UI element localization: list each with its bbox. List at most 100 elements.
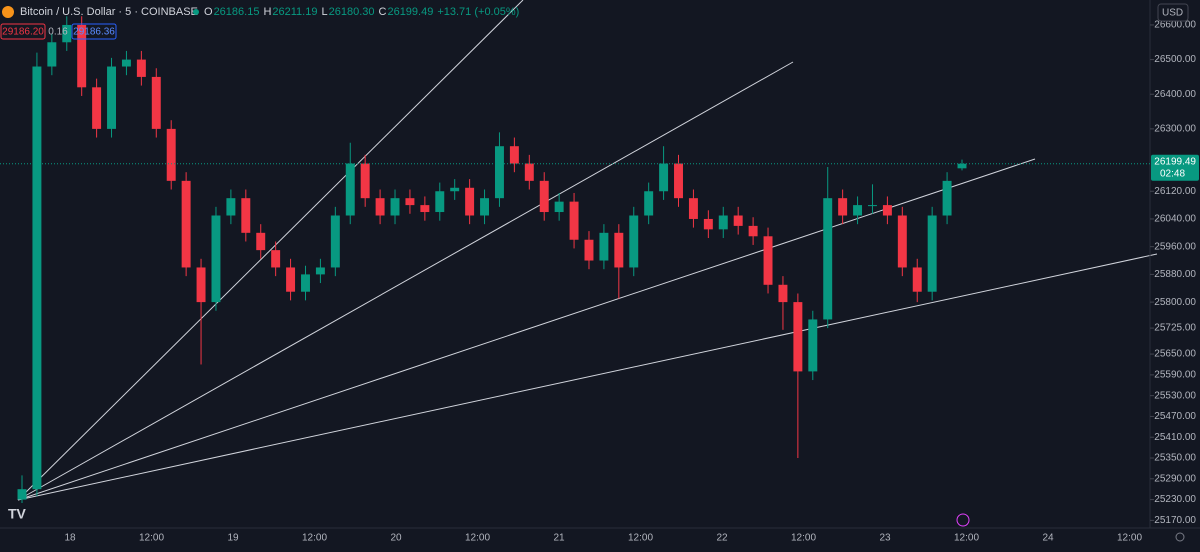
x-tick-label: 20 [390, 533, 402, 544]
trend-line [17, 158, 1036, 501]
last-price-label: 26199.49 [1154, 156, 1196, 167]
y-tick-label: 25290.00 [1154, 473, 1196, 484]
candle-body [151, 76, 161, 129]
candle-body [614, 232, 624, 268]
candle-body [77, 24, 87, 88]
sell-box[interactable] [0, 23, 46, 40]
candle-body [853, 205, 863, 216]
alert-icon[interactable] [956, 513, 970, 527]
candle-body [957, 163, 967, 169]
candle-body [420, 205, 430, 213]
candle-body [868, 205, 877, 207]
y-tick-label: 26120.00 [1154, 186, 1196, 197]
spread: 0.16 [48, 27, 68, 38]
y-tick-label: 25725.00 [1154, 323, 1196, 334]
candle-body [584, 239, 594, 261]
candle-body [345, 163, 355, 216]
candle-body [121, 59, 131, 67]
status-dot [193, 9, 199, 15]
candle-body [196, 267, 206, 303]
candle-body [211, 215, 221, 303]
y-tick-label: 25960.00 [1154, 241, 1196, 252]
candle-body [256, 232, 266, 251]
candle-body [480, 198, 490, 216]
candle-body [47, 42, 57, 67]
candle-body [733, 215, 743, 226]
candle-body [450, 187, 460, 192]
sell-price[interactable]: 29186.20 [2, 27, 44, 38]
y-tick-label: 26600.00 [1154, 20, 1196, 31]
y-tick-label: 25880.00 [1154, 269, 1196, 280]
candle-body [808, 319, 818, 372]
ohlc-label: C [379, 6, 387, 18]
trend-line [17, 61, 794, 501]
trend-line [17, 253, 1158, 501]
candle-body [390, 198, 400, 216]
candle-body [330, 215, 340, 268]
countdown: 02:48 [1160, 168, 1185, 179]
candle-body [375, 198, 385, 216]
candle-body [644, 191, 654, 216]
candle-body [92, 87, 102, 129]
ohlc-value: 26199.49 [387, 6, 433, 18]
buy-box[interactable] [71, 23, 117, 40]
candle-body [166, 128, 176, 181]
candle-body [793, 302, 803, 372]
ohlc-label: O [204, 6, 213, 18]
x-tick-label: 18 [64, 533, 76, 544]
y-tick-label: 26300.00 [1154, 124, 1196, 135]
x-tick-label: 12:00 [1117, 533, 1142, 544]
x-tick-label: 21 [553, 533, 565, 544]
y-tick-label: 26400.00 [1154, 89, 1196, 100]
candle-body [226, 198, 236, 216]
x-tick-label: 12:00 [954, 533, 979, 544]
candle-body [748, 225, 758, 237]
currency[interactable]: USD [1162, 8, 1183, 19]
buy-price[interactable]: 29186.36 [73, 27, 115, 38]
candle-body [688, 198, 698, 219]
settings-icon[interactable] [1175, 532, 1185, 542]
y-tick-label: 25530.00 [1154, 390, 1196, 401]
trend-line [17, 0, 524, 501]
plot [0, 16, 1150, 504]
ohlc-value: 26186.15 [214, 6, 260, 18]
candle-body [524, 163, 534, 181]
x-tick-label: 19 [227, 533, 239, 544]
candle-body [629, 215, 639, 268]
x-tick-label: 12:00 [465, 533, 490, 544]
ohlc-value: 26180.30 [329, 6, 375, 18]
candle-body [778, 284, 788, 303]
currency-button[interactable] [1157, 3, 1189, 22]
ohlc-value: 26211.19 [272, 6, 317, 18]
y-tick-label: 25230.00 [1154, 494, 1196, 505]
candle-body [763, 236, 773, 285]
ohlc-label: H [263, 6, 271, 18]
candle-body [569, 201, 579, 240]
x-tick-label: 12:00 [791, 533, 816, 544]
candle-body [897, 215, 907, 268]
y-tick-label: 26500.00 [1154, 54, 1196, 65]
x-tick-label: 22 [716, 533, 728, 544]
axes: 26600.00 26500.00 26400.00 26300.00 26120.00… [64, 20, 1199, 544]
candle-body [136, 59, 146, 77]
candle-body [539, 180, 549, 213]
candle-body [435, 191, 445, 213]
candle-body [271, 250, 281, 268]
candle-body [599, 232, 609, 261]
y-tick-label: 25800.00 [1154, 297, 1196, 308]
y-tick-label: 25470.00 [1154, 411, 1196, 422]
candle-body [181, 180, 191, 268]
y-tick-label: 25350.00 [1154, 453, 1196, 464]
y-tick-label: 25590.00 [1154, 370, 1196, 381]
candle-body [659, 163, 669, 192]
candle-body [823, 198, 833, 320]
y-tick-label: 25410.00 [1154, 432, 1196, 443]
candle-body [32, 66, 42, 490]
y-tick-label: 25650.00 [1154, 349, 1196, 360]
x-tick-label: 23 [879, 533, 891, 544]
candle-body [107, 66, 116, 129]
candle-body [286, 267, 296, 292]
